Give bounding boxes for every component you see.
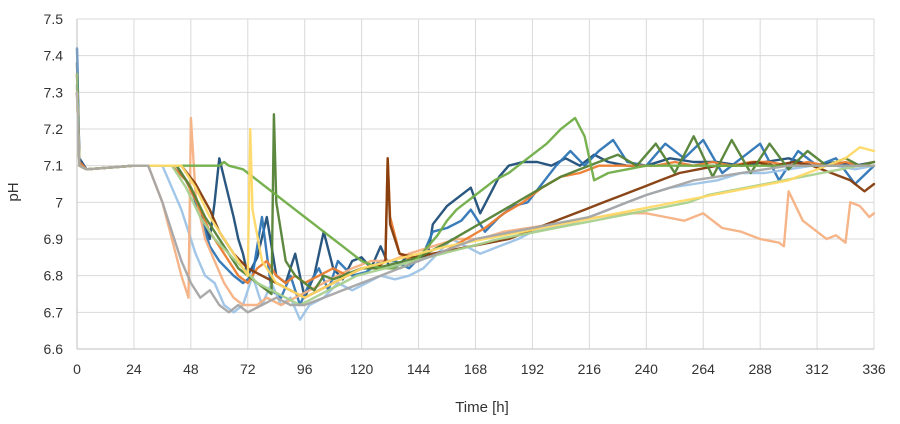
series-line-7 <box>75 83 876 296</box>
x-tick-label: 312 <box>805 361 829 377</box>
x-tick-label: 0 <box>73 361 81 377</box>
y-tick-label: 6.7 <box>44 304 64 320</box>
series-line-11 <box>75 91 876 314</box>
x-tick-label: 96 <box>297 361 313 377</box>
x-axis-title: Time [h] <box>455 399 509 416</box>
x-tick-label: 288 <box>748 361 772 377</box>
axes <box>76 19 874 350</box>
x-tick-label: 120 <box>350 361 374 377</box>
gridlines <box>77 18 875 349</box>
y-tick-label: 7.2 <box>44 121 64 137</box>
x-tick-label: 72 <box>240 361 256 377</box>
x-tick-label: 48 <box>183 361 199 377</box>
y-tick-label: 7.4 <box>44 48 64 64</box>
x-tick-label: 192 <box>521 361 545 377</box>
series-line-2 <box>75 47 876 307</box>
y-tick-label: 7.1 <box>44 158 64 174</box>
y-tick-label: 7 <box>55 194 63 210</box>
x-tick-label: 24 <box>126 361 142 377</box>
x-tick-label: 336 <box>862 361 886 377</box>
y-tick-label: 7.5 <box>44 11 64 27</box>
x-tick-label: 216 <box>578 361 602 377</box>
series-line-4 <box>75 91 876 307</box>
data-series <box>75 47 876 321</box>
y-tick-label: 6.8 <box>44 268 64 284</box>
y-axis-title: pH <box>5 182 22 201</box>
x-tick-label: 264 <box>692 361 716 377</box>
tick-labels: 6.6 6.7 6.8 6.9 7 7.1 7.2 7.3 7.4 7.5 0 24 48 72 96 120… <box>44 11 886 377</box>
series-line-3 <box>75 91 876 321</box>
series-line-10 <box>75 91 876 299</box>
x-tick-label: 144 <box>407 361 431 377</box>
x-tick-label: 240 <box>635 361 659 377</box>
y-tick-label: 6.6 <box>44 341 64 357</box>
y-tick-label: 7.3 <box>44 84 64 100</box>
x-tick-label: 168 <box>464 361 488 377</box>
y-tick-label: 6.9 <box>44 231 64 247</box>
